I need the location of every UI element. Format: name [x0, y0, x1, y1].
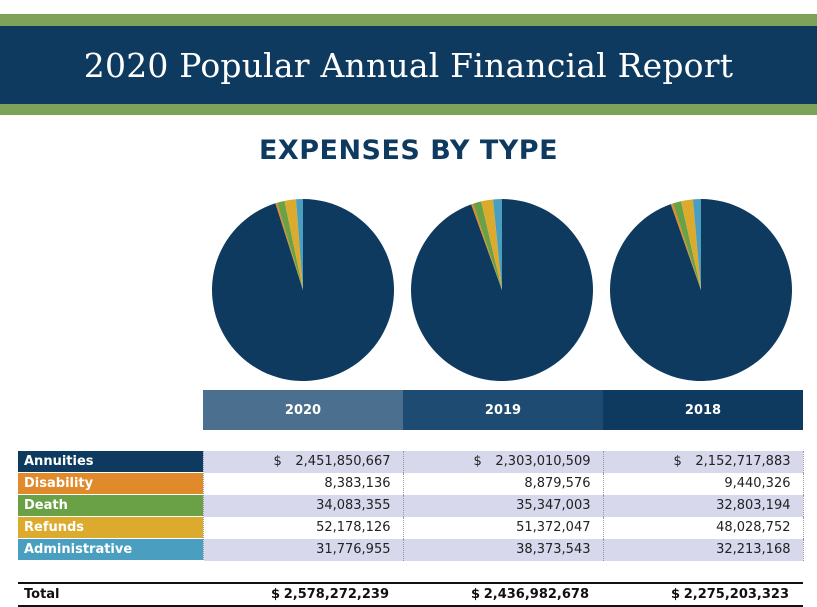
- cell-death-2019: 35,347,003: [402, 494, 604, 517]
- pie-charts: [211, 199, 793, 382]
- row-label-administrative: Administrative: [18, 538, 203, 561]
- cell-administrative-2020: 31,776,955: [202, 538, 404, 561]
- cell-refunds-2018: 48,028,752: [602, 516, 804, 539]
- currency-symbol: $: [271, 587, 281, 602]
- table-row-annuities: Annuities $2,451,850,667 $2,303,010,509 …: [18, 451, 804, 473]
- pie-2020-slice-death: [277, 200, 303, 290]
- cell-refunds-2020: 52,178,126: [202, 516, 404, 539]
- total-2019: $2,436,982,678: [403, 582, 603, 607]
- year-header-2020: 2020: [203, 390, 403, 430]
- currency-symbol: $: [473, 454, 482, 470]
- currency-symbol: $: [671, 587, 681, 602]
- total-value: 2,436,982,678: [483, 587, 589, 602]
- cell-value: 2,152,717,883: [695, 454, 791, 470]
- row-label-total: Total: [18, 582, 203, 607]
- cell-disability-2018: 9,440,326: [602, 472, 804, 495]
- row-label-annuities: Annuities: [18, 451, 203, 473]
- row-label-death: Death: [18, 494, 203, 517]
- table-row-total: Total $2,578,272,239 $2,436,982,678 $2,2…: [18, 582, 803, 607]
- cell-disability-2019: 8,879,576: [402, 472, 604, 495]
- cell-annuities-2018: $2,152,717,883: [602, 451, 804, 473]
- cell-value: 2,303,010,509: [495, 454, 591, 470]
- cell-disability-2020: 8,383,136: [202, 472, 404, 495]
- year-header-2019: 2019: [403, 390, 603, 430]
- top-accent-band: [0, 14, 817, 26]
- pie-2018-slice-refunds: [680, 199, 701, 290]
- report-title: 2020 Popular Annual Financial Report: [0, 26, 817, 104]
- pie-2019-slice-administrative: [493, 199, 502, 290]
- pie-2018-slice-administrative: [692, 199, 701, 290]
- year-header-2018: 2018: [603, 390, 803, 430]
- table-row-refunds: Refunds 52,178,126 51,372,047 48,028,752: [18, 516, 804, 539]
- pie-2020-slice-administrative: [295, 199, 303, 290]
- table-row-disability: Disability 8,383,136 8,879,576 9,440,326: [18, 472, 804, 495]
- pie-2020-slice-annuities: [211, 199, 395, 382]
- pie-2019-slice-refunds: [481, 199, 502, 290]
- header-corner: [18, 390, 203, 430]
- cell-administrative-2019: 38,373,543: [402, 538, 604, 561]
- pie-2018-slice-disability: [670, 203, 701, 290]
- row-label-disability: Disability: [18, 472, 203, 495]
- pie-2019-slice-death: [473, 201, 502, 290]
- table-row-administrative: Administrative 31,776,955 38,373,543 32,…: [18, 538, 804, 561]
- cell-death-2018: 32,803,194: [602, 494, 804, 517]
- total-2020: $2,578,272,239: [203, 582, 403, 607]
- currency-symbol: $: [673, 454, 682, 470]
- bottom-accent-band: [0, 104, 817, 115]
- pie-2020-slice-refunds: [284, 199, 303, 290]
- year-header-row: 2020 2019 2018: [18, 390, 803, 430]
- pie-2019-slice-disability: [471, 203, 502, 290]
- total-2018: $2,275,203,323: [603, 582, 803, 607]
- currency-symbol: $: [471, 587, 481, 602]
- section-title: EXPENSES BY TYPE: [258, 135, 559, 166]
- cell-annuities-2020: $2,451,850,667: [202, 451, 404, 473]
- expenses-table: 2020 2019 2018 Annuities $2,451,850,667 …: [18, 390, 804, 607]
- cell-annuities-2019: $2,303,010,509: [402, 451, 604, 473]
- row-label-refunds: Refunds: [18, 516, 203, 539]
- table-row-death: Death 34,083,355 35,347,003 32,803,194: [18, 494, 804, 517]
- currency-symbol: $: [273, 454, 282, 470]
- total-value: 2,578,272,239: [283, 587, 389, 602]
- total-value: 2,275,203,323: [683, 587, 789, 602]
- cell-value: 2,451,850,667: [295, 454, 391, 470]
- cell-administrative-2018: 32,213,168: [602, 538, 804, 561]
- cell-refunds-2019: 51,372,047: [402, 516, 604, 539]
- pie-2018-slice-death: [673, 201, 701, 290]
- pie-2020-slice-disability: [275, 202, 303, 290]
- cell-death-2020: 34,083,355: [202, 494, 404, 517]
